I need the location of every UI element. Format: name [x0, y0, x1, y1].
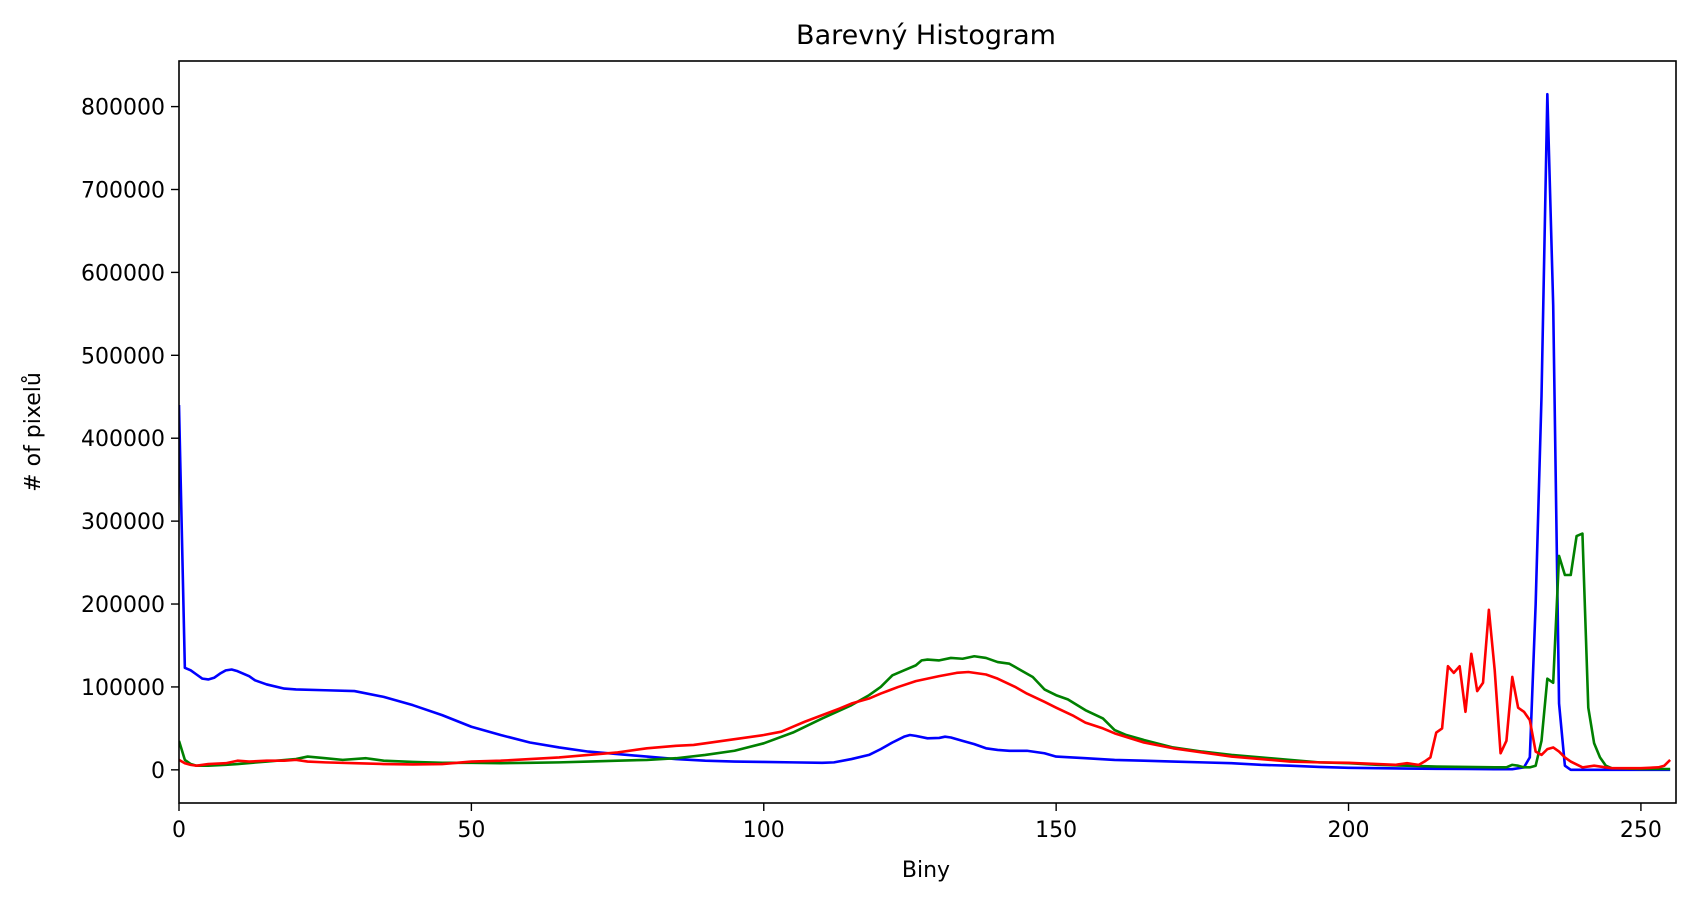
series-line-green	[179, 532, 1671, 771]
y-tick-label: 700000	[81, 179, 165, 204]
x-tick-label: 250	[1620, 818, 1662, 843]
y-tick-label: 800000	[81, 96, 165, 121]
y-tick-label: 0	[151, 759, 165, 784]
series-layer	[179, 92, 1672, 772]
y-tick-label: 300000	[81, 510, 165, 535]
chart-title: Barevný Histogram	[796, 20, 1056, 51]
y-tick-label: 400000	[81, 427, 165, 452]
series-line-blue	[179, 92, 1671, 772]
y-axis-label: # of pixelů	[21, 372, 46, 492]
x-tick-label: 50	[457, 818, 485, 843]
y-tick-label: 100000	[81, 676, 165, 701]
y-tick-label: 600000	[81, 261, 165, 286]
y-tick-label: 500000	[81, 344, 165, 369]
y-tick-label: 200000	[81, 593, 165, 618]
x-tick-label: 100	[743, 818, 785, 843]
x-axis-label: Biny	[902, 858, 950, 883]
y-axis: 0 100000 200000 300000 400000 500000 600000 700…	[81, 96, 179, 784]
plot-frame	[178, 60, 1677, 804]
x-tick-label: 200	[1328, 818, 1370, 843]
x-tick-label: 0	[172, 818, 186, 843]
x-tick-label: 150	[1035, 818, 1077, 843]
plot-area	[178, 60, 1677, 804]
series-line-red	[179, 608, 1672, 770]
x-axis: 0 50 100 150 200 250	[172, 803, 1662, 843]
